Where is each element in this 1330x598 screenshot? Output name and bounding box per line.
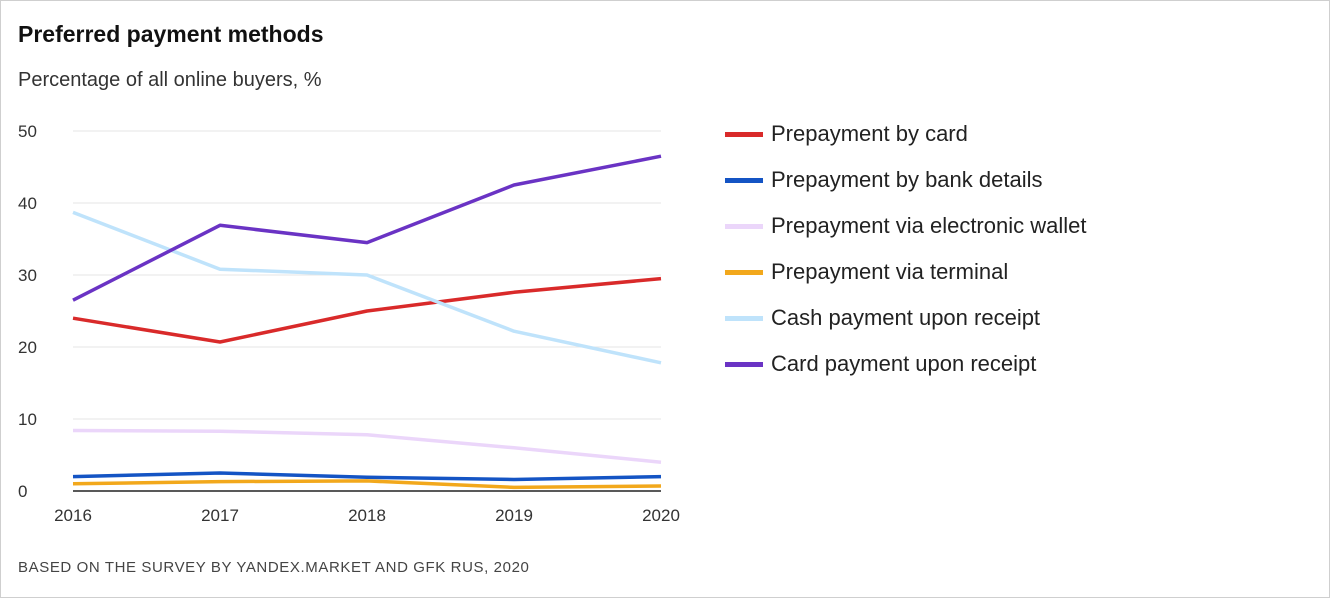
- y-tick-label: 30: [18, 266, 37, 285]
- legend-swatch: [725, 269, 763, 275]
- legend-swatch: [725, 223, 763, 229]
- legend-swatch: [725, 361, 763, 367]
- x-tick-label: 2019: [495, 506, 533, 525]
- series-line-card-payment-upon-receipt: [72, 154, 662, 302]
- chart-subtitle: Percentage of all online buyers, %: [18, 69, 322, 91]
- legend-label: Prepayment by bank details: [771, 167, 1043, 192]
- chart-title: Preferred payment methods: [18, 21, 324, 47]
- series-line-prepayment-via-electronic-wallet: [72, 428, 662, 464]
- line-chart: 0 10 20 30 40 50 2016 2017 2018 2019 2020: [18, 122, 680, 525]
- legend-swatch: [725, 177, 763, 183]
- y-axis-ticks: 0 10 20 30 40 50: [18, 122, 37, 501]
- y-tick-label: 10: [18, 410, 37, 429]
- legend-item: Prepayment via electronic wallet: [725, 203, 1086, 249]
- legend-label: Prepayment via electronic wallet: [771, 213, 1087, 238]
- y-tick-label: 50: [18, 122, 37, 141]
- legend-item: Cash payment upon receipt: [725, 295, 1086, 341]
- x-tick-label: 2020: [642, 506, 680, 525]
- legend-swatch: [725, 131, 763, 137]
- y-tick-label: 0: [18, 482, 27, 501]
- legend-label: Card payment upon receipt: [771, 351, 1037, 376]
- legend-swatch: [725, 315, 763, 321]
- series-line-prepayment-by-bank-details: [72, 471, 662, 482]
- legend-label: Prepayment by card: [771, 121, 968, 146]
- legend-label: Cash payment upon receipt: [771, 305, 1041, 330]
- series-line-prepayment-by-card: [72, 276, 662, 344]
- legend: Prepayment by card Prepayment by bank det…: [725, 111, 1086, 387]
- y-tick-label: 20: [18, 338, 37, 357]
- x-tick-label: 2017: [201, 506, 239, 525]
- source-note: BASED ON THE SURVEY BY YANDEX.MARKET AND…: [18, 559, 530, 576]
- y-tick-label: 40: [18, 194, 37, 213]
- legend-label: Prepayment via terminal: [771, 259, 1009, 284]
- legend-item: Prepayment via terminal: [725, 249, 1086, 295]
- legend-item: Card payment upon receipt: [725, 341, 1086, 387]
- gridlines: [73, 130, 661, 492]
- legend-item: Prepayment by card: [725, 111, 1086, 157]
- series-line-prepayment-via-terminal: [72, 479, 662, 490]
- x-axis-ticks: 2016 2017 2018 2019 2020: [54, 506, 680, 525]
- x-tick-label: 2016: [54, 506, 92, 525]
- x-tick-label: 2018: [348, 506, 386, 525]
- series-lines: [72, 154, 662, 490]
- legend-item: Prepayment by bank details: [725, 157, 1086, 203]
